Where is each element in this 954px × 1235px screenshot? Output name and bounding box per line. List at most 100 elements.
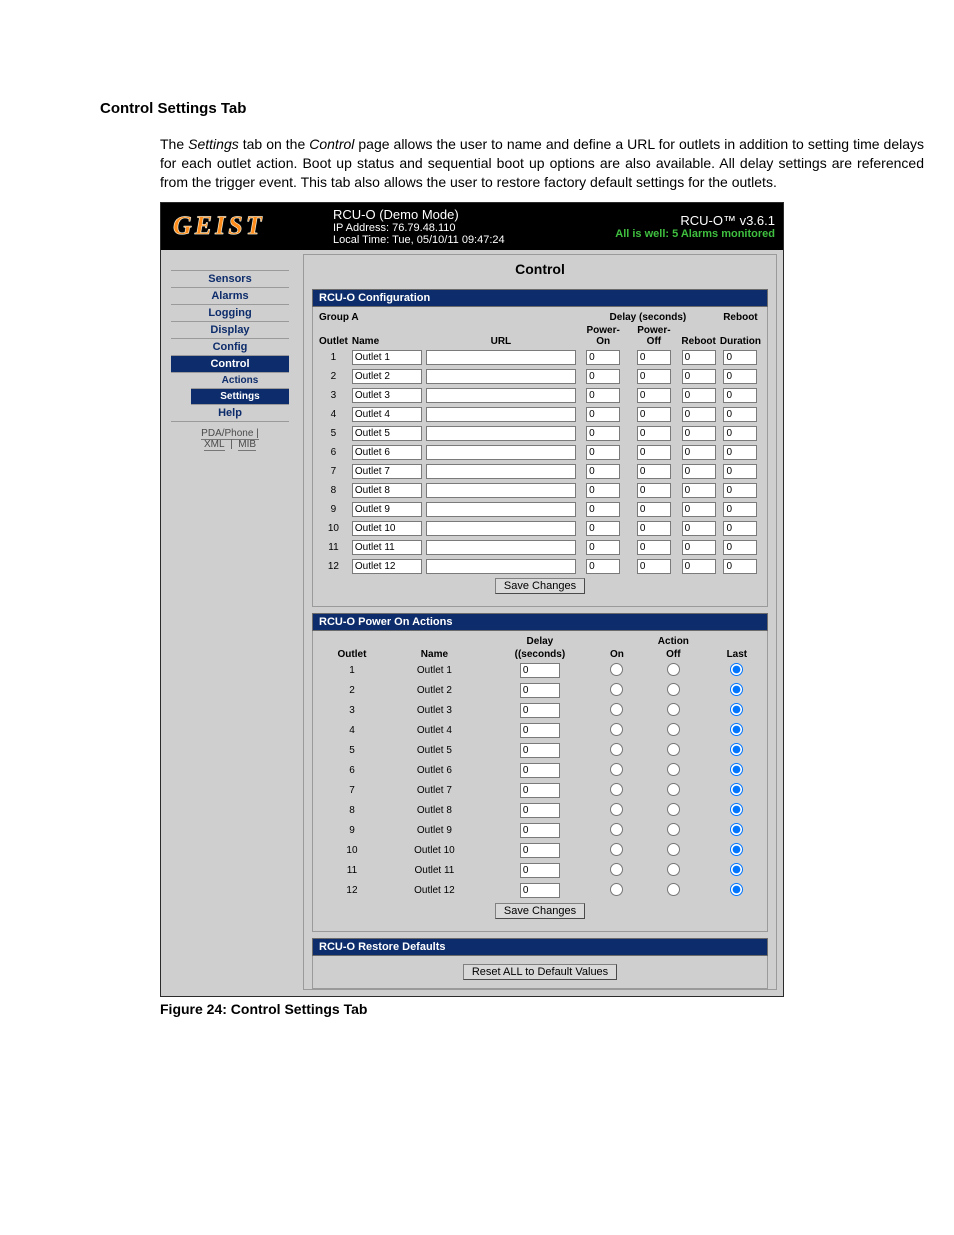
outlet-url-input[interactable] [426,483,576,498]
delay-reboot-input[interactable] [682,464,716,479]
outlet-url-input[interactable] [426,426,576,441]
reboot-duration-input[interactable] [723,445,757,460]
delay-reboot-input[interactable] [682,388,716,403]
delay-power-on-input[interactable] [586,521,620,536]
action-on-radio[interactable] [610,803,623,816]
delay-power-off-input[interactable] [637,464,671,479]
nav-item-sensors[interactable]: Sensors [171,270,289,288]
reboot-duration-input[interactable] [723,369,757,384]
action-last-radio[interactable] [730,703,743,716]
reboot-duration-input[interactable] [723,464,757,479]
delay-power-off-input[interactable] [637,426,671,441]
nav-item-help[interactable]: Help [171,405,289,422]
delay-power-on-input[interactable] [586,502,620,517]
action-on-radio[interactable] [610,723,623,736]
delay-power-off-input[interactable] [637,407,671,422]
action-off-radio[interactable] [667,723,680,736]
action-last-radio[interactable] [730,823,743,836]
subnav-item-settings[interactable]: Settings [191,389,289,405]
outlet-name-input[interactable] [352,445,422,460]
outlet-url-input[interactable] [426,521,576,536]
action-off-radio[interactable] [667,663,680,676]
action-last-radio[interactable] [730,803,743,816]
delay-power-off-input[interactable] [637,445,671,460]
outlet-url-input[interactable] [426,540,576,555]
action-on-radio[interactable] [610,843,623,856]
action-last-radio[interactable] [730,743,743,756]
reboot-duration-input[interactable] [723,540,757,555]
nav-item-control[interactable]: Control [171,356,289,373]
delay-reboot-input[interactable] [682,350,716,365]
delay-power-off-input[interactable] [637,388,671,403]
delay-reboot-input[interactable] [682,559,716,574]
action-on-radio[interactable] [610,683,623,696]
delay-power-on-input[interactable] [586,445,620,460]
action-off-radio[interactable] [667,703,680,716]
delay-reboot-input[interactable] [682,369,716,384]
outlet-name-input[interactable] [352,350,422,365]
action-on-radio[interactable] [610,703,623,716]
reboot-duration-input[interactable] [723,407,757,422]
delay-power-on-input[interactable] [586,464,620,479]
poweron-delay-input[interactable] [520,803,560,818]
nav-item-alarms[interactable]: Alarms [171,288,289,305]
outlet-name-input[interactable] [352,464,422,479]
poweron-delay-input[interactable] [520,743,560,758]
action-off-radio[interactable] [667,883,680,896]
action-on-radio[interactable] [610,883,623,896]
outlet-name-input[interactable] [352,483,422,498]
delay-power-off-input[interactable] [637,521,671,536]
action-off-radio[interactable] [667,763,680,776]
poweron-delay-input[interactable] [520,763,560,778]
poweron-delay-input[interactable] [520,723,560,738]
delay-reboot-input[interactable] [682,521,716,536]
delay-power-on-input[interactable] [586,426,620,441]
reboot-duration-input[interactable] [723,350,757,365]
delay-power-on-input[interactable] [586,369,620,384]
delay-power-off-input[interactable] [637,483,671,498]
outlet-name-input[interactable] [352,407,422,422]
reset-defaults-button[interactable]: Reset ALL to Default Values [463,964,617,980]
delay-power-on-input[interactable] [586,350,620,365]
save-config-button[interactable]: Save Changes [495,578,585,594]
delay-reboot-input[interactable] [682,445,716,460]
outlet-url-input[interactable] [426,445,576,460]
delay-reboot-input[interactable] [682,426,716,441]
poweron-delay-input[interactable] [520,683,560,698]
link-pda[interactable]: PDA/Phone | [201,428,259,440]
outlet-name-input[interactable] [352,521,422,536]
outlet-url-input[interactable] [426,559,576,574]
action-on-radio[interactable] [610,783,623,796]
action-off-radio[interactable] [667,823,680,836]
action-last-radio[interactable] [730,723,743,736]
action-on-radio[interactable] [610,743,623,756]
poweron-delay-input[interactable] [520,863,560,878]
reboot-duration-input[interactable] [723,483,757,498]
nav-item-logging[interactable]: Logging [171,305,289,322]
nav-item-display[interactable]: Display [171,322,289,339]
delay-power-on-input[interactable] [586,407,620,422]
outlet-name-input[interactable] [352,426,422,441]
action-last-radio[interactable] [730,763,743,776]
action-last-radio[interactable] [730,883,743,896]
outlet-name-input[interactable] [352,540,422,555]
link-xml[interactable]: XML [204,439,225,451]
reboot-duration-input[interactable] [723,521,757,536]
action-off-radio[interactable] [667,803,680,816]
reboot-duration-input[interactable] [723,426,757,441]
poweron-delay-input[interactable] [520,663,560,678]
outlet-name-input[interactable] [352,502,422,517]
poweron-delay-input[interactable] [520,883,560,898]
delay-power-on-input[interactable] [586,388,620,403]
action-last-radio[interactable] [730,783,743,796]
outlet-name-input[interactable] [352,559,422,574]
save-poweron-button[interactable]: Save Changes [495,903,585,919]
action-off-radio[interactable] [667,783,680,796]
outlet-url-input[interactable] [426,388,576,403]
delay-reboot-input[interactable] [682,502,716,517]
outlet-url-input[interactable] [426,369,576,384]
poweron-delay-input[interactable] [520,783,560,798]
outlet-url-input[interactable] [426,502,576,517]
action-last-radio[interactable] [730,683,743,696]
action-on-radio[interactable] [610,863,623,876]
